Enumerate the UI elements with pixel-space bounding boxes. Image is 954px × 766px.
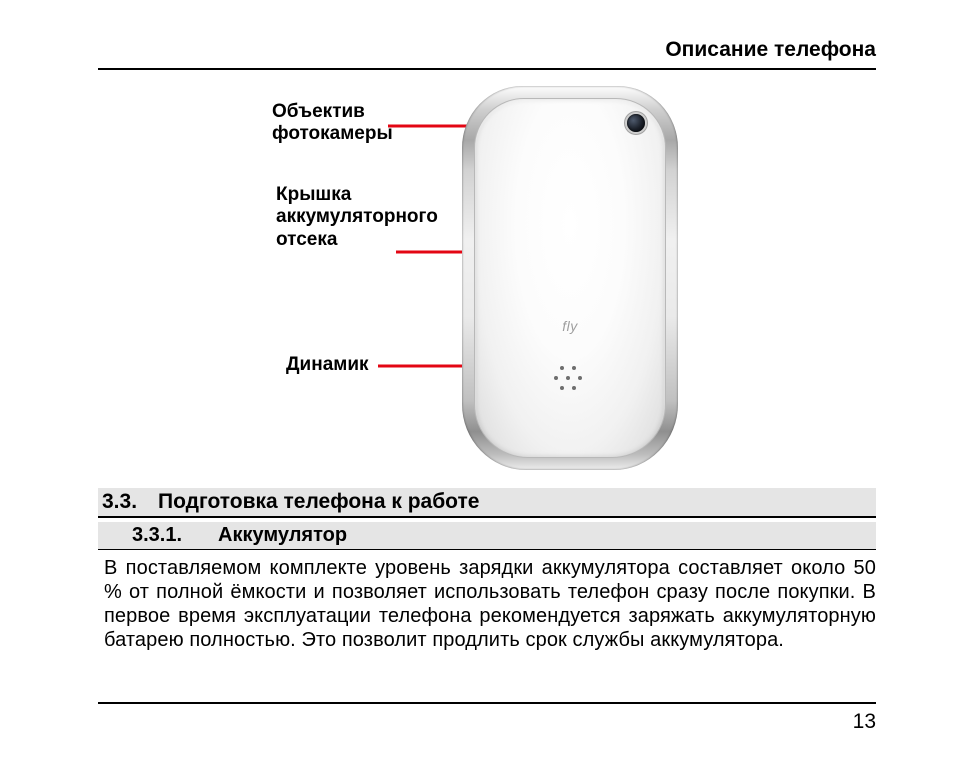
phone-back-cover — [474, 98, 666, 458]
phone-diagram: Объективфотокамеры Крышкааккумуляторного… — [0, 86, 954, 486]
page-number: 13 — [853, 710, 876, 734]
subsection-title: Аккумулятор — [218, 524, 347, 546]
camera-lens-icon — [627, 114, 645, 132]
callout-label-battery: Крышкааккумуляторногоотсека — [276, 184, 438, 251]
callout-label-camera: Объективфотокамеры — [272, 101, 393, 146]
section-heading-3-3: 3.3.Подготовка телефона к работе — [98, 488, 876, 518]
header-divider — [98, 68, 876, 70]
body-paragraph: В поставляемом комплекте уровень зарядки… — [104, 556, 876, 652]
page-header-title: Описание телефона — [665, 38, 876, 62]
speaker-icon — [554, 366, 586, 396]
footer-divider — [98, 702, 876, 704]
phone-device: fly — [462, 86, 678, 470]
subsection-number: 3.3.1. — [132, 524, 218, 547]
section-number: 3.3. — [102, 490, 158, 514]
section-title: Подготовка телефона к работе — [158, 490, 479, 513]
section-heading-3-3-1: 3.3.1.Аккумулятор — [98, 522, 876, 550]
callout-label-speaker: Динамик — [286, 354, 369, 376]
phone-brand-label: fly — [562, 318, 578, 334]
